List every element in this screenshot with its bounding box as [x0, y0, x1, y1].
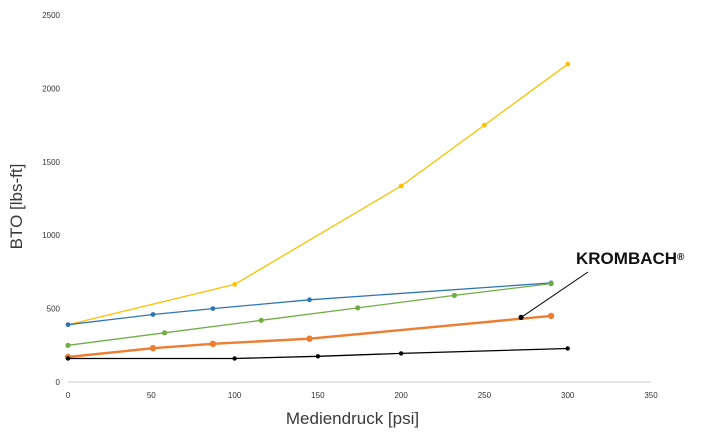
data-point [162, 330, 168, 336]
data-point [547, 312, 555, 320]
data-point [149, 345, 157, 352]
data-point [65, 322, 71, 328]
x-tick-label: 200 [394, 391, 408, 400]
y-tick-label: 2500 [42, 11, 60, 20]
annotation-label: KROMBACH® [576, 249, 685, 268]
data-point [209, 340, 217, 347]
data-point [65, 342, 71, 348]
data-point [355, 305, 361, 311]
x-axis-title: Mediendruck [psi] [286, 409, 419, 428]
series-line [67, 282, 552, 326]
series-5 [65, 346, 570, 361]
data-point [65, 356, 71, 361]
data-point [315, 354, 321, 359]
annotation-target-dot [518, 314, 524, 320]
series-layer [64, 61, 571, 361]
y-axis-ticks: 0 500 1000 1500 2000 2500 [42, 11, 60, 387]
y-axis-title: BTO [lbs-ft] [7, 164, 26, 250]
y-tick-label: 500 [47, 305, 61, 314]
x-tick-label: 250 [478, 391, 492, 400]
series-line [67, 282, 552, 346]
data-point [398, 351, 404, 356]
y-tick-label: 1500 [42, 158, 60, 167]
x-tick-label: 0 [66, 391, 71, 400]
x-tick-label: 300 [561, 391, 575, 400]
x-tick-label: 350 [644, 391, 658, 400]
data-point [232, 356, 237, 361]
x-tick-label: 150 [311, 391, 325, 400]
series-3 [65, 281, 554, 348]
data-point [451, 292, 457, 298]
y-tick-label: 0 [56, 378, 61, 387]
data-point [482, 122, 487, 128]
y-tick-label: 2000 [42, 84, 60, 93]
annotation-text: KROMBACH [576, 249, 677, 268]
data-point [258, 317, 264, 323]
data-point [398, 183, 404, 189]
data-point [150, 312, 156, 317]
x-tick-label: 50 [147, 391, 156, 400]
annotation-superscript: ® [677, 252, 685, 263]
data-point [307, 297, 312, 303]
data-point [548, 281, 554, 287]
data-point [306, 335, 313, 342]
y-tick-label: 1000 [42, 231, 60, 240]
series-4 [64, 312, 555, 361]
series-2 [65, 280, 554, 328]
annotation-layer: KROMBACH® [518, 249, 685, 320]
series-line [67, 63, 569, 326]
data-point [210, 306, 216, 311]
x-tick-label: 100 [228, 391, 242, 400]
data-point [565, 61, 571, 67]
data-point [232, 282, 238, 287]
annotation-leader-line [520, 271, 589, 318]
x-axis-ticks: 0 50 100 150 200 250 300 350 [66, 391, 658, 400]
data-point [565, 346, 570, 351]
